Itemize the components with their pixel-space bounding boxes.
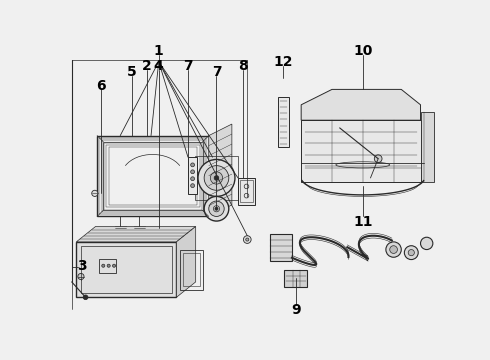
Circle shape xyxy=(420,237,433,249)
Text: 2: 2 xyxy=(142,59,152,73)
Bar xyxy=(240,180,253,202)
Circle shape xyxy=(78,274,84,280)
Bar xyxy=(99,138,206,214)
Circle shape xyxy=(210,172,222,184)
Bar xyxy=(97,136,209,216)
Circle shape xyxy=(215,207,218,210)
Bar xyxy=(103,142,203,210)
Bar xyxy=(183,253,200,286)
Polygon shape xyxy=(76,226,196,242)
Text: 12: 12 xyxy=(274,55,293,69)
Circle shape xyxy=(246,238,249,241)
Circle shape xyxy=(404,246,418,260)
Bar xyxy=(301,120,420,182)
Text: 1: 1 xyxy=(154,44,164,58)
Circle shape xyxy=(204,197,229,221)
Bar xyxy=(420,112,435,182)
Text: 3: 3 xyxy=(77,260,87,274)
Bar xyxy=(180,249,203,289)
Bar xyxy=(104,143,202,210)
Bar xyxy=(106,145,199,207)
Circle shape xyxy=(213,206,220,212)
Text: 7: 7 xyxy=(212,65,221,79)
Bar xyxy=(278,97,289,147)
Text: 10: 10 xyxy=(353,44,372,58)
Bar xyxy=(195,156,238,199)
Circle shape xyxy=(107,264,110,267)
Bar xyxy=(284,270,307,287)
Bar xyxy=(109,147,197,205)
Circle shape xyxy=(386,242,401,257)
Circle shape xyxy=(244,236,251,243)
Circle shape xyxy=(191,163,195,167)
Bar xyxy=(99,259,117,273)
Circle shape xyxy=(113,264,116,267)
Bar xyxy=(238,178,255,205)
Circle shape xyxy=(191,177,195,181)
Circle shape xyxy=(102,264,105,267)
Circle shape xyxy=(374,155,382,163)
Text: 4: 4 xyxy=(154,59,164,73)
Text: 7: 7 xyxy=(183,59,193,73)
Text: 6: 6 xyxy=(96,78,106,93)
Circle shape xyxy=(209,201,224,216)
Text: 9: 9 xyxy=(291,303,300,318)
Circle shape xyxy=(191,170,195,174)
Circle shape xyxy=(92,190,98,197)
Bar xyxy=(188,157,197,194)
Polygon shape xyxy=(301,89,420,120)
Text: 11: 11 xyxy=(353,215,372,229)
Circle shape xyxy=(214,176,219,180)
Polygon shape xyxy=(209,124,232,216)
Bar xyxy=(81,247,172,293)
Circle shape xyxy=(408,249,415,256)
Circle shape xyxy=(198,159,235,197)
Text: 5: 5 xyxy=(127,65,137,79)
Text: 8: 8 xyxy=(239,59,248,73)
Circle shape xyxy=(191,184,195,188)
Circle shape xyxy=(204,166,229,190)
Bar xyxy=(102,140,204,212)
Circle shape xyxy=(390,246,397,253)
Bar xyxy=(270,234,292,261)
Bar xyxy=(76,242,176,297)
Polygon shape xyxy=(176,226,196,297)
Circle shape xyxy=(83,295,88,300)
